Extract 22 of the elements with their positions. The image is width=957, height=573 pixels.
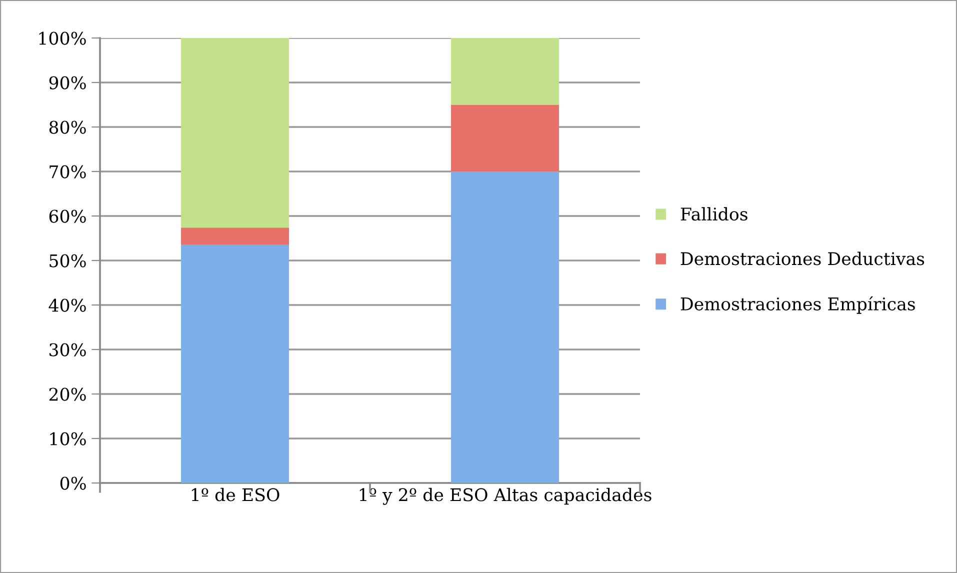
y-tick-label: 100% <box>39 32 86 45</box>
legend-label: Demostraciones Deductivas <box>680 252 924 266</box>
y-tick-label: 50% <box>50 254 86 268</box>
bar <box>451 104 559 172</box>
bar <box>181 244 289 483</box>
x-tick-label: 1º de ESO <box>192 488 280 502</box>
y-tick-label: 40% <box>48 298 86 312</box>
bar <box>181 228 289 244</box>
y-tick-label: 80% <box>49 120 86 134</box>
legend-label: Demostraciones Empíricas <box>680 296 915 314</box>
y-tick-label: 10% <box>50 432 86 446</box>
legend-label: Fallidos <box>680 207 748 221</box>
y-tick-label: 70% <box>50 165 86 178</box>
y-tick-label: 30% <box>50 343 86 356</box>
bar <box>181 38 289 228</box>
bar <box>451 38 559 105</box>
y-tick-label: 60% <box>49 210 86 223</box>
x-tick-label: 1º y 2º de ESO Altas capacidades <box>360 488 652 505</box>
bar <box>451 172 559 483</box>
y-tick-label: 20% <box>49 388 86 401</box>
y-tick-label: 90% <box>49 76 86 90</box>
y-tick-label: 0% <box>60 476 86 490</box>
